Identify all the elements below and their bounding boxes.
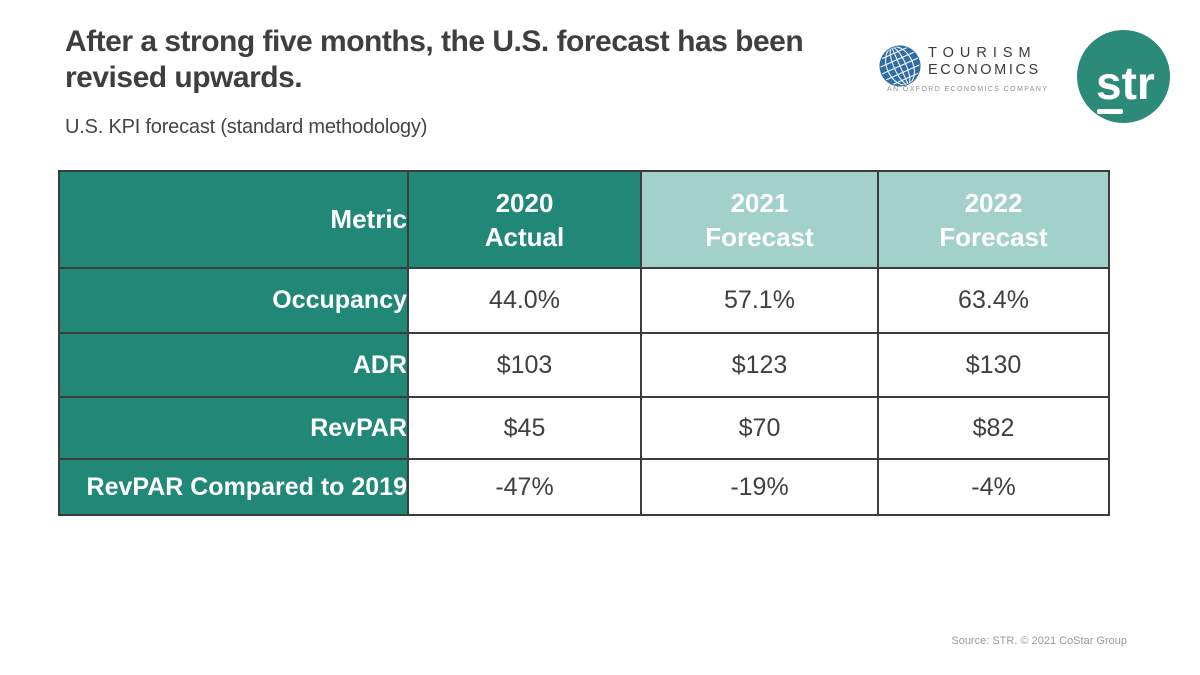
- page-title: After a strong five months, the U.S. for…: [65, 24, 804, 96]
- row-label: RevPAR Compared to 2019: [58, 458, 409, 516]
- table-row-occupancy: Occupancy 44.0% 57.1% 63.4%: [58, 267, 1110, 334]
- tourism-economics-tagline: AN OXFORD ECONOMICS COMPANY: [887, 86, 1049, 93]
- page-title-line2: revised upwards.: [65, 61, 303, 94]
- table-row-revpar: RevPAR $45 $70 $82: [58, 396, 1110, 460]
- cell-revpar-2020: $45: [407, 396, 642, 460]
- str-logo-underline: [1097, 109, 1123, 114]
- str-logo-text: str: [1096, 57, 1155, 109]
- table-row-adr: ADR $103 $123 $130: [58, 332, 1110, 398]
- tourism-economics-word-tourism: TOURISM: [928, 45, 1037, 61]
- cell-revpar2019-2022: -4%: [877, 458, 1110, 516]
- header-cell-2021-forecast: 2021 Forecast: [640, 170, 879, 269]
- kpi-table: Metric 2020 Actual 2021 Forecast 2022 Fo…: [58, 170, 1110, 516]
- str-logo: str: [1077, 30, 1170, 123]
- table-header-row: Metric 2020 Actual 2021 Forecast 2022 Fo…: [58, 170, 1110, 269]
- cell-revpar2019-2020: -47%: [407, 458, 642, 516]
- header-cell-metric: Metric: [58, 170, 409, 269]
- page-title-line1: After a strong five months, the U.S. for…: [65, 25, 804, 58]
- tourism-economics-logo: TOURISM ECONOMICS AN OXFORD ECONOMICS CO…: [878, 42, 1047, 100]
- page-subtitle: U.S. KPI forecast (standard methodology): [65, 116, 428, 138]
- cell-adr-2020: $103: [407, 332, 642, 398]
- header-cell-2022-forecast: 2022 Forecast: [877, 170, 1110, 269]
- row-label: ADR: [58, 332, 409, 398]
- cell-occupancy-2021: 57.1%: [640, 267, 879, 334]
- source-note: Source: STR. © 2021 CoStar Group: [951, 635, 1127, 647]
- table-row-revpar-vs-2019: RevPAR Compared to 2019 -47% -19% -4%: [58, 458, 1110, 516]
- cell-revpar2019-2021: -19%: [640, 458, 879, 516]
- tourism-economics-wordmark: TOURISM ECONOMICS: [928, 45, 1041, 79]
- globe-icon: [879, 45, 921, 87]
- cell-occupancy-2022: 63.4%: [877, 267, 1110, 334]
- cell-revpar-2022: $82: [877, 396, 1110, 460]
- cell-adr-2022: $130: [877, 332, 1110, 398]
- tourism-economics-word-economics: ECONOMICS: [928, 62, 1041, 78]
- cell-revpar-2021: $70: [640, 396, 879, 460]
- row-label: RevPAR: [58, 396, 409, 460]
- cell-adr-2021: $123: [640, 332, 879, 398]
- cell-occupancy-2020: 44.0%: [407, 267, 642, 334]
- header-cell-2020-actual: 2020 Actual: [407, 170, 642, 269]
- row-label: Occupancy: [58, 267, 409, 334]
